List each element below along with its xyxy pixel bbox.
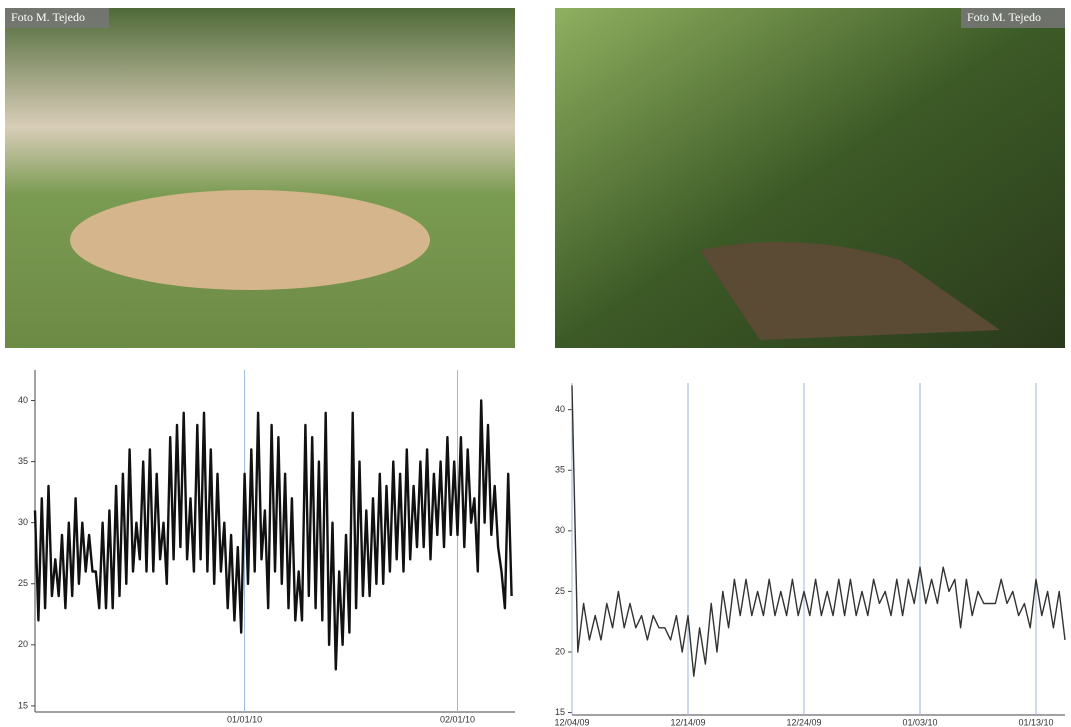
y-tick-label: 40 — [555, 404, 565, 414]
photo-right: Foto M. Tejedo — [555, 8, 1065, 348]
y-tick-label: 15 — [18, 700, 28, 710]
y-tick-label: 20 — [555, 646, 565, 656]
y-tick-label: 35 — [555, 465, 565, 475]
photo — [5, 8, 515, 348]
x-tick-label: 01/03/10 — [902, 717, 937, 727]
x-tick-label: 12/04/09 — [554, 717, 589, 727]
y-tick-label: 20 — [18, 639, 28, 649]
credit-box — [961, 8, 1065, 28]
photo-credit: Foto M. Tejedo — [11, 10, 85, 24]
y-tick-label: 25 — [555, 586, 565, 596]
y-tick-label: 15 — [555, 707, 565, 717]
photo-credit: Foto M. Tejedo — [967, 10, 1041, 24]
stream — [700, 242, 1000, 340]
x-tick-label: 12/24/09 — [786, 717, 821, 727]
x-tick-label: 12/14/09 — [670, 717, 705, 727]
series-line — [571, 385, 1066, 677]
x-tick-label: 02/01/10 — [440, 714, 475, 724]
y-tick-label: 40 — [18, 395, 28, 405]
pond — [70, 190, 430, 290]
photo-left: Foto M. Tejedo — [5, 8, 515, 348]
series-line — [33, 399, 513, 671]
x-tick-label: 01/13/10 — [1018, 717, 1053, 727]
y-tick-label: 30 — [18, 517, 28, 527]
credit-box — [5, 8, 109, 28]
x-tick-label: 01/01/10 — [227, 714, 262, 724]
y-tick-label: 35 — [18, 456, 28, 466]
y-tick-label: 30 — [555, 525, 565, 535]
y-tick-label: 25 — [18, 578, 28, 588]
